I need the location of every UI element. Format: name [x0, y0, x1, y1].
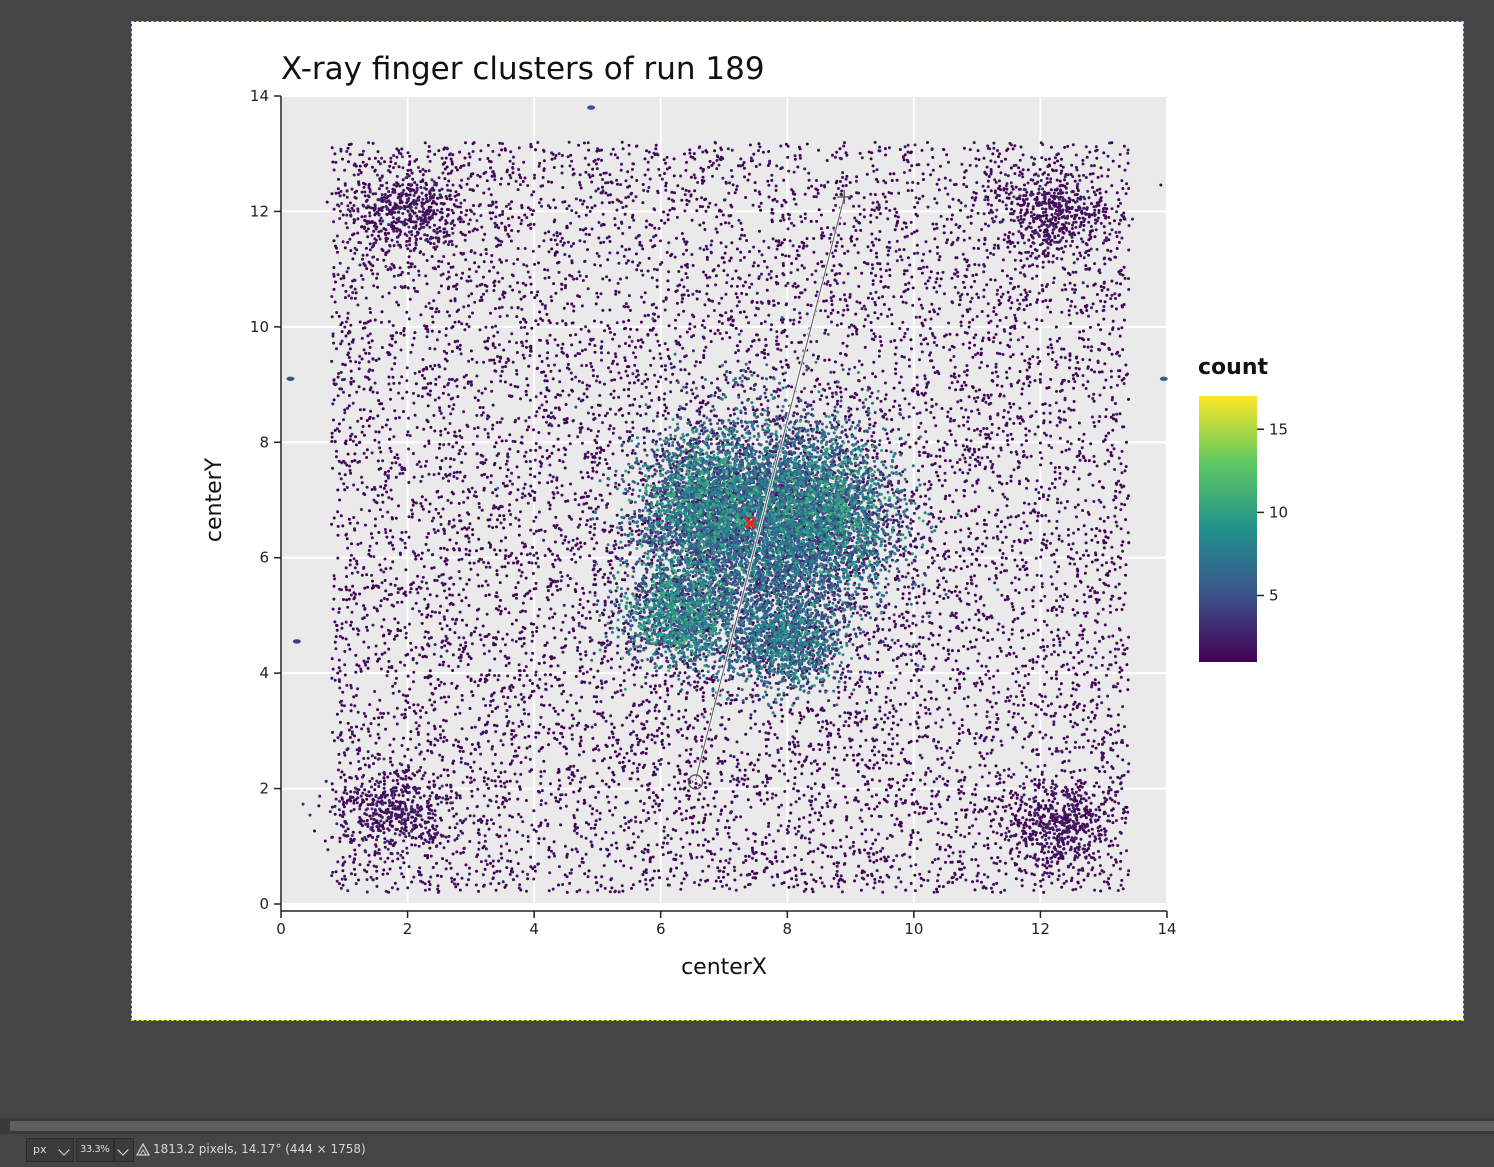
y-tick-label: 8 — [259, 433, 269, 451]
y-tick-label: 0 — [259, 895, 269, 913]
zoom-field[interactable]: 33.3% — [76, 1138, 114, 1162]
x-tick-label: 10 — [904, 920, 923, 938]
y-tick-label: 10 — [250, 318, 269, 336]
colorbar-tick-label: 15 — [1269, 420, 1288, 438]
scatter-point-group — [595, 389, 934, 691]
x-tick-label: 12 — [1031, 920, 1050, 938]
zoom-dropdown[interactable] — [114, 1138, 134, 1162]
scatter-point — [286, 376, 295, 381]
scatter-point — [292, 639, 301, 644]
x-tick-label: 14 — [1157, 920, 1176, 938]
colorbar-title: count — [1198, 355, 1268, 380]
y-tick-label: 2 — [259, 780, 269, 798]
chevron-down-icon — [58, 1144, 70, 1156]
scatter-points — [286, 105, 1168, 894]
colorbar: count 5 10 15 — [1198, 355, 1288, 662]
center-marker — [744, 517, 757, 530]
y-tick-label: 4 — [259, 664, 269, 682]
colorbar-ticks: 5 10 15 — [1257, 420, 1288, 605]
x-tick-label: 8 — [783, 920, 793, 938]
scatter-point-group — [318, 140, 1134, 894]
scatter-point-group — [598, 415, 921, 673]
chevron-down-icon — [117, 1144, 129, 1156]
unit-value: px — [33, 1143, 47, 1156]
x-axis-label: centerX — [681, 955, 767, 980]
measure-line — [695, 196, 845, 781]
y-tick-label: 6 — [259, 549, 269, 567]
axes: 0 2 4 6 8 10 12 14 0 2 4 6 8 10 12 14 — [250, 87, 1177, 938]
measurement-readout: 1813.2 pixels, 14.17° (444 × 1758) — [153, 1142, 366, 1156]
image-canvas[interactable]: X-ray finger clusters of run 189 0 2 4 6 8 10… — [0, 0, 1494, 1118]
measure-start-circle — [687, 774, 704, 790]
horizontal-scrollbar-thumb[interactable] — [10, 1121, 1494, 1131]
measure-start-circle-inner — [691, 777, 701, 787]
y-axis-label: centerY — [202, 457, 227, 542]
colorbar-gradient — [1199, 396, 1257, 662]
colorbar-tick-label: 5 — [1269, 587, 1279, 605]
colorbar-tick-label: 10 — [1269, 503, 1288, 521]
y-tick-label: 14 — [250, 87, 269, 105]
scatter-point — [587, 105, 596, 110]
y-tick-label: 12 — [250, 202, 269, 220]
scatter-point-group — [611, 371, 925, 707]
chart: X-ray finger clusters of run 189 0 2 4 6 8 10… — [202, 51, 1288, 980]
x-tick-label: 6 — [656, 920, 666, 938]
unit-selector[interactable]: px — [26, 1138, 74, 1162]
image-frame[interactable]: X-ray finger clusters of run 189 0 2 4 6 8 10… — [131, 21, 1464, 1021]
x-tick-label: 0 — [276, 920, 286, 938]
x-tick-label: 4 — [529, 920, 539, 938]
annotations — [687, 190, 852, 790]
zoom-value: 33.3% — [80, 1144, 110, 1155]
measure-end-cross — [837, 190, 852, 204]
scatter-point — [1159, 376, 1168, 381]
measure-icon — [136, 1143, 150, 1156]
x-tick-label: 2 — [403, 920, 413, 938]
chart-title: X-ray finger clusters of run 189 — [281, 51, 765, 87]
status-bar: px 33.3% 1813.2 pixels, 14.17° (444 × 17… — [0, 1134, 1494, 1167]
